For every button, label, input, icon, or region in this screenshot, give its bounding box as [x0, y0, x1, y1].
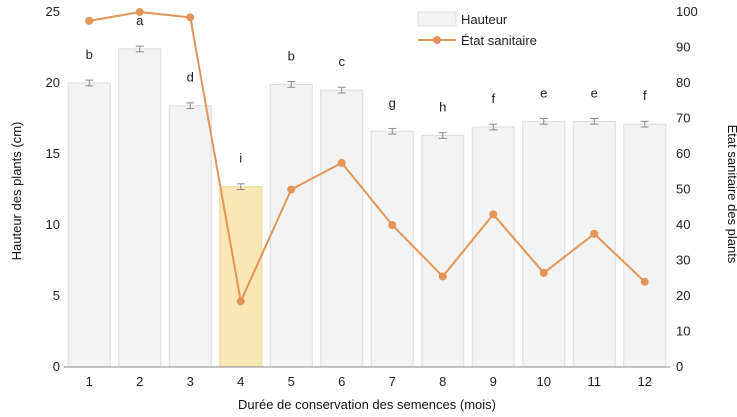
y-tick-labels: 0 5 10 15 20 25: [46, 4, 60, 374]
bar-month-8: [421, 135, 465, 368]
etat-sanitaire-point-month-7: [388, 221, 397, 229]
bar-month-2: [118, 48, 162, 368]
x-tick-label-2: 2: [136, 374, 143, 389]
error-bars-layer: [85, 45, 649, 190]
legend-swatch-hauteur: [417, 11, 457, 27]
x-tick-label-9: 9: [490, 374, 497, 389]
etat-sanitaire-point-month-12: [640, 277, 649, 286]
significance-letter-month-5: b: [288, 48, 295, 63]
significance-letter-month-2: a: [136, 13, 144, 28]
error-bar-month-1: [85, 79, 94, 87]
line-series-layer: [85, 8, 649, 306]
y-tick-label-0: 0: [53, 359, 60, 374]
error-bar-month-3: [186, 102, 195, 110]
error-bar-month-11: [590, 118, 599, 125]
etat-sanitaire-point-month-3: [186, 13, 195, 22]
x-tick-label-4: 4: [237, 374, 244, 389]
legend: Hauteur État sanitaire: [417, 11, 537, 48]
etat-sanitaire-point-month-6: [337, 158, 346, 167]
x-tick-label-5: 5: [288, 374, 295, 389]
significance-letter-month-11: e: [591, 85, 598, 100]
significance-letter-month-4: i: [239, 151, 242, 166]
bar-month-12: [623, 123, 667, 368]
error-bar-month-4: [236, 183, 245, 190]
significance-letter-month-7: g: [389, 95, 396, 110]
y-tick-label-10: 10: [46, 217, 60, 232]
bar-month-6: [320, 89, 364, 368]
bar-month-10: [522, 120, 566, 368]
bar-month-5: [269, 83, 313, 368]
y2-tick-label-10: 10: [676, 324, 690, 339]
error-bar-month-10: [539, 118, 548, 125]
y-tick-label-20: 20: [46, 75, 60, 90]
significance-letter-month-1: b: [86, 47, 93, 62]
x-tick-label-11: 11: [588, 374, 602, 389]
etat-sanitaire-point-month-10: [539, 268, 548, 277]
significance-letter-month-10: e: [540, 85, 547, 100]
y2-tick-label-40: 40: [676, 217, 690, 232]
y2-tick-label-0: 0: [676, 359, 683, 374]
etat-sanitaire-point-month-1: [85, 16, 94, 25]
significance-letter-month-9: f: [491, 91, 495, 106]
error-bar-month-12: [640, 120, 649, 128]
y2-tick-label-20: 20: [676, 288, 690, 303]
x-tick-label-3: 3: [187, 374, 194, 389]
y2-tick-label-90: 90: [676, 40, 690, 55]
error-bar-month-2: [135, 45, 144, 53]
significance-letter-month-12: f: [643, 88, 647, 103]
etat-sanitaire-line: [89, 11, 646, 303]
y2-axis-title: État sanitaire des plants: [725, 125, 737, 264]
y-tick-label-5: 5: [53, 288, 60, 303]
error-bar-month-7: [388, 127, 397, 135]
y-axis-title: Hauteur des plants (cm): [9, 122, 24, 261]
significance-letters-layer: b a d i b c g h f e e f: [86, 13, 647, 166]
x-axis-title: Durée de conservation des semences (mois…: [238, 397, 496, 412]
bars-layer: [67, 48, 667, 368]
error-bar-month-9: [489, 123, 498, 131]
significance-letter-month-3: d: [187, 70, 194, 85]
etat-sanitaire-point-month-4: [236, 297, 245, 306]
etat-sanitaire-point-month-11: [590, 229, 599, 238]
bar-month-4: [219, 186, 263, 368]
etat-sanitaire-point-month-9: [489, 210, 498, 219]
error-bar-month-6: [337, 86, 346, 94]
bar-month-3: [168, 105, 212, 368]
y2-tick-label-30: 30: [676, 253, 690, 268]
x-tick-label-1: 1: [86, 374, 93, 389]
error-bar-month-8: [438, 132, 447, 139]
bar-month-7: [370, 130, 414, 368]
y2-tick-label-80: 80: [676, 75, 690, 90]
significance-letter-month-6: c: [339, 54, 346, 69]
bar-month-1: [67, 82, 111, 368]
y2-tick-labels: 0 10 20 30 40 50 60 70 80 90 100: [676, 4, 698, 374]
x-tick-label-12: 12: [638, 374, 652, 389]
significance-letter-month-8: h: [439, 100, 446, 115]
legend-label-etat: État sanitaire: [461, 33, 537, 48]
y2-tick-label-60: 60: [676, 146, 690, 161]
y-tick-label-15: 15: [46, 146, 60, 161]
y-tick-label-25: 25: [46, 4, 60, 19]
etat-sanitaire-point-month-2: [135, 8, 144, 16]
y2-tick-label-70: 70: [676, 111, 690, 126]
x-tick-label-8: 8: [439, 374, 446, 389]
y2-tick-label-50: 50: [676, 182, 690, 197]
legend-swatch-etat-marker: [433, 36, 441, 44]
x-tick-label-7: 7: [389, 374, 396, 389]
y2-tick-label-100: 100: [676, 4, 698, 19]
etat-sanitaire-point-month-5: [287, 185, 296, 194]
x-tick-labels: 1 2 3 4 5 6 7 8 9 10 11 12: [86, 374, 652, 389]
bar-month-9: [471, 126, 515, 368]
x-tick-label-6: 6: [338, 374, 345, 389]
etat-sanitaire-point-month-8: [438, 272, 447, 281]
legend-label-hauteur: Hauteur: [461, 12, 508, 27]
x-tick-label-10: 10: [537, 374, 551, 389]
error-bar-month-5: [287, 81, 296, 88]
